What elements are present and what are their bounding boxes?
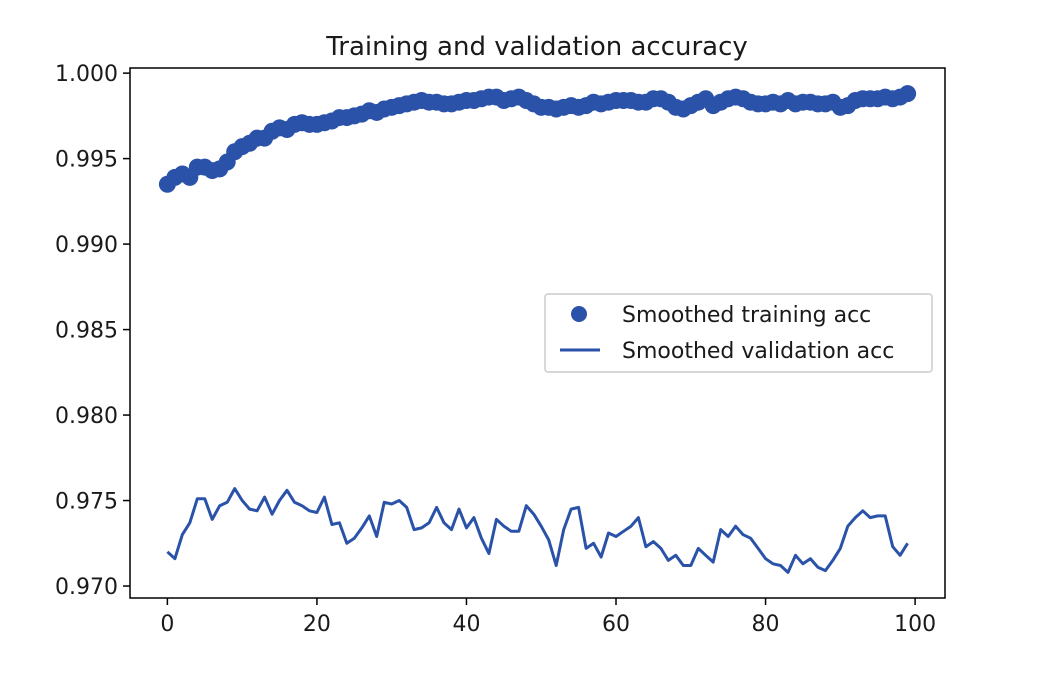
x-tick-label: 80 bbox=[752, 612, 780, 637]
chart-title: Training and validation accuracy bbox=[325, 32, 748, 62]
y-tick-label: 0.990 bbox=[55, 233, 118, 258]
legend-label-validation: Smoothed validation acc bbox=[622, 339, 894, 364]
validation-line bbox=[166, 487, 909, 574]
legend-label-training: Smoothed training acc bbox=[622, 303, 871, 328]
y-tick-label: 0.970 bbox=[55, 575, 118, 600]
x-tick-label: 20 bbox=[303, 612, 331, 637]
y-tick-label: 0.975 bbox=[55, 490, 118, 515]
legend: Smoothed training acc Smoothed validatio… bbox=[544, 293, 933, 373]
x-tick-label: 40 bbox=[452, 612, 480, 637]
x-tick-label: 0 bbox=[160, 612, 174, 637]
x-tick-label: 100 bbox=[894, 612, 936, 637]
legend-box bbox=[544, 293, 933, 373]
y-tick-label: 0.980 bbox=[55, 404, 118, 429]
x-tick-label: 60 bbox=[602, 612, 630, 637]
training-point bbox=[899, 85, 917, 103]
y-tick-label: 0.995 bbox=[55, 148, 118, 173]
plot-frame bbox=[129, 67, 946, 599]
y-tick-label: 0.985 bbox=[55, 319, 118, 344]
y-tick-label: 1.000 bbox=[55, 62, 118, 87]
legend-marker-training bbox=[571, 306, 587, 322]
